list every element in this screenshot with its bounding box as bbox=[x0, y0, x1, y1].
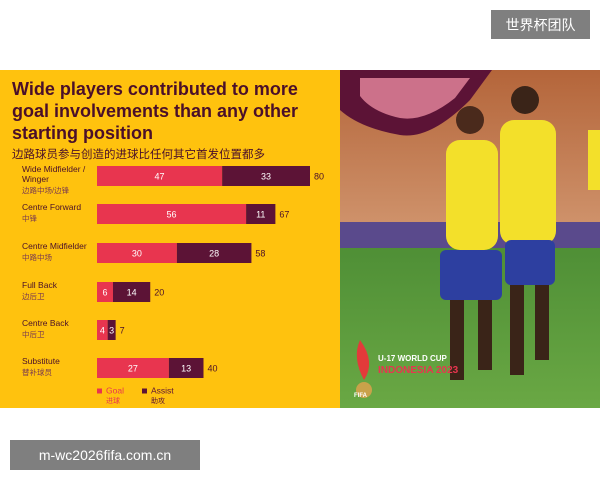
total-label: 20 bbox=[154, 287, 164, 297]
category-label-zh: 边后卫 bbox=[22, 292, 45, 301]
bar-segment bbox=[97, 358, 169, 378]
legend-label-zh: 进球 bbox=[106, 396, 120, 405]
value-label: 27 bbox=[128, 363, 138, 373]
category-label: Full Back bbox=[22, 280, 57, 290]
total-label: 67 bbox=[279, 209, 289, 219]
value-label: 6 bbox=[102, 287, 107, 297]
total-label: 7 bbox=[120, 325, 125, 335]
bar-segment bbox=[97, 166, 223, 186]
value-label: 47 bbox=[155, 171, 165, 181]
value-label: 11 bbox=[256, 209, 265, 219]
category-label: Centre Back bbox=[22, 318, 69, 328]
category-label-zh: 中锋 bbox=[22, 214, 37, 223]
bar-segment bbox=[222, 166, 310, 186]
value-label: 33 bbox=[261, 171, 271, 181]
watermark: m-wc2026fifa.com.cn bbox=[10, 440, 200, 470]
bar-segment bbox=[97, 204, 247, 224]
bar-segment bbox=[246, 204, 276, 224]
category-label-zh: 边路中场/边锋 bbox=[22, 186, 70, 195]
legend-label-zh: 助攻 bbox=[151, 396, 165, 405]
legend-swatch bbox=[97, 388, 102, 394]
logo-line: U-17 WORLD CUP bbox=[378, 354, 447, 363]
value-label: 13 bbox=[181, 363, 191, 373]
value-label: 30 bbox=[132, 248, 142, 258]
value-label: 4 bbox=[100, 325, 105, 335]
category-label-zh: 中后卫 bbox=[22, 330, 45, 339]
photo bbox=[340, 70, 600, 408]
watermark: 世界杯团队 bbox=[491, 10, 590, 39]
bar-segment bbox=[107, 320, 116, 340]
chart-subtitle: 边路球员参与创造的进球比任何其它首发位置都多 bbox=[12, 149, 265, 161]
legend-label: Goal bbox=[106, 385, 124, 395]
value-label: 3 bbox=[109, 325, 114, 335]
total-label: 40 bbox=[208, 363, 218, 373]
bar-segment bbox=[97, 282, 113, 302]
value-label: 56 bbox=[167, 209, 177, 219]
category-label: Wide Midfielder / Winger bbox=[22, 164, 86, 184]
bar-segment bbox=[97, 243, 177, 263]
logo-badge: FIFA bbox=[354, 393, 367, 399]
bar-segment bbox=[168, 358, 204, 378]
category-label: Centre Forward bbox=[22, 202, 82, 212]
chart-title: Wide players contributed to more goal in… bbox=[12, 79, 299, 143]
chart-panel bbox=[0, 70, 340, 408]
value-label: 28 bbox=[209, 248, 219, 258]
total-label: 58 bbox=[255, 248, 265, 258]
bar-segment bbox=[112, 282, 151, 302]
legend-label: Assist bbox=[151, 385, 174, 395]
bar-segment bbox=[176, 243, 252, 263]
category-label-zh: 中路中场 bbox=[22, 253, 52, 262]
bar-segment bbox=[97, 320, 108, 340]
legend-swatch bbox=[142, 388, 147, 394]
category-label: Centre Midfielder bbox=[22, 241, 87, 251]
logo-line: INDONESIA 2023 bbox=[378, 365, 459, 376]
value-label: 14 bbox=[127, 287, 137, 297]
category-label: Substitute bbox=[22, 356, 60, 366]
category-label-zh: 替补球员 bbox=[22, 368, 52, 377]
total-label: 80 bbox=[314, 171, 324, 181]
